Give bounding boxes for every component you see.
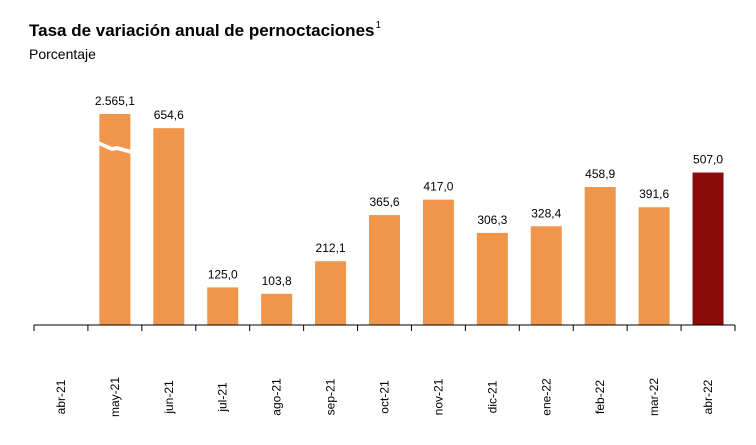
bar-jul-21 <box>207 287 239 325</box>
bar-abr-22 <box>692 172 724 325</box>
category-label-dic-21: dic-21 <box>485 380 499 413</box>
category-label-sep-21: sep-21 <box>324 378 338 415</box>
axis-break-mark <box>98 141 132 154</box>
value-label-feb-22: 458,9 <box>585 167 615 181</box>
value-label-jul-21: 125,0 <box>208 267 238 281</box>
value-label-may-21: 2.565,1 <box>95 94 135 108</box>
bar-mar-22 <box>638 207 670 325</box>
value-labels-group: 2.565,1 654,6 125,0 103,8 212,1 365,6 417,0 306… <box>95 94 724 288</box>
bars-group <box>98 114 724 325</box>
category-label-mar-22: mar-22 <box>647 378 661 416</box>
category-label-oct-21: oct-21 <box>378 380 392 414</box>
value-label-oct-21: 365,6 <box>369 195 399 209</box>
value-label-abr-22: 507,0 <box>693 153 723 167</box>
value-label-nov-21: 417,0 <box>423 180 453 194</box>
bar-jun-21 <box>153 128 185 325</box>
value-label-dic-21: 306,3 <box>477 213 507 227</box>
bar-nov-21 <box>422 199 454 325</box>
value-label-ago-21: 103,8 <box>262 274 292 288</box>
bar-ene-22 <box>530 226 562 325</box>
value-label-sep-21: 212,1 <box>316 241 346 255</box>
category-label-feb-22: feb-22 <box>593 380 607 414</box>
x-axis-ticks <box>33 325 736 331</box>
title-footnote: 1 <box>375 20 382 31</box>
value-label-mar-22: 391,6 <box>639 187 669 201</box>
bar-dic-21 <box>476 232 508 325</box>
bar-oct-21 <box>369 215 400 325</box>
value-label-jun-21: 654,6 <box>154 108 184 122</box>
category-label-jul-21: jul-21 <box>216 382 230 413</box>
category-label-ago-21: ago-21 <box>270 378 284 416</box>
category-label-abr-21: abr-21 <box>54 379 68 414</box>
bar-ago-21 <box>261 293 293 325</box>
bar-sep-21 <box>315 261 347 325</box>
category-label-nov-21: nov-21 <box>431 378 445 415</box>
chart-subtitle: Porcentaje <box>29 46 96 62</box>
chart-title-text: Tasa de variación anual de pernoctacione… <box>29 21 375 40</box>
bar-feb-22 <box>584 187 616 325</box>
value-label-ene-22: 328,4 <box>531 206 561 220</box>
category-label-jun-21: jun-21 <box>162 380 176 415</box>
category-labels-group: abr-21 may-21 jun-21 jul-21 ago-21 sep-21 oct-… <box>54 377 715 417</box>
chart-title: Tasa de variación anual de pernoctacione… <box>29 20 381 41</box>
category-label-ene-22: ene-22 <box>539 378 553 416</box>
category-label-may-21: may-21 <box>108 377 122 417</box>
category-label-abr-22: abr-22 <box>701 379 715 414</box>
